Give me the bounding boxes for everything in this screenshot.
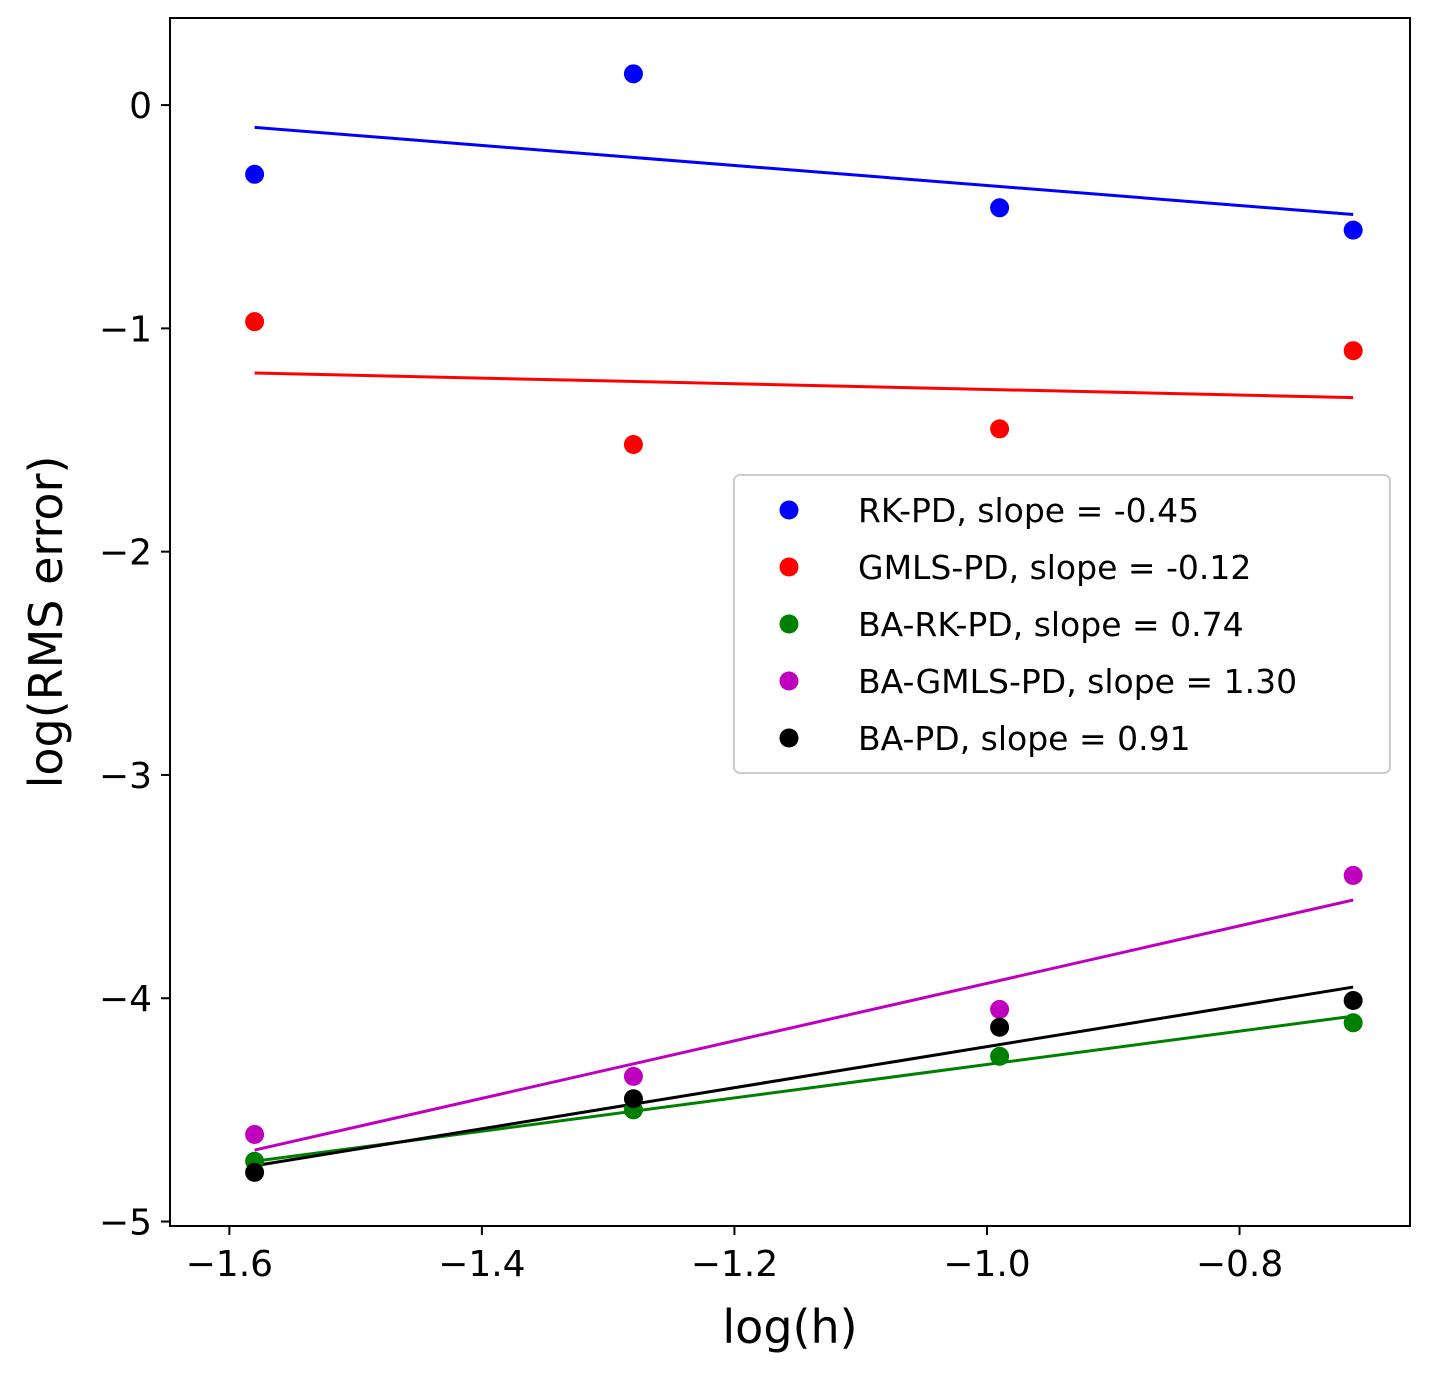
x-tick-label: −0.8 [1196,1244,1283,1285]
y-tick-label: −3 [99,756,152,797]
axes-frame [169,17,1411,1227]
legend-label-ba-rk-pd: BA-RK-PD, slope = 0.74 [858,605,1244,644]
legend-label-ba-pd: BA-PD, slope = 0.91 [858,719,1191,758]
point-gmls-pd [245,312,265,332]
point-rk-pd [245,164,265,184]
point-ba-pd [1343,990,1363,1010]
point-ba-pd [623,1089,643,1109]
legend-marker-ba-gmls-pd [779,671,799,691]
legend-label-ba-gmls-pd: BA-GMLS-PD, slope = 1.30 [858,662,1297,701]
point-gmls-pd [990,419,1010,439]
legend-marker-ba-rk-pd [779,614,799,634]
fit-line-rk-pd [254,125,1354,216]
point-rk-pd [1343,220,1363,240]
legend-box [733,474,1391,774]
point-gmls-pd [1343,341,1363,361]
y-axis-ticks: 0 −1 −2 −3 −4 −5 [99,86,170,1244]
x-axis-label: log(h) [722,1300,857,1354]
fit-line-ba-gmls-pd [254,898,1354,1152]
x-tick-label: −1.4 [438,1244,525,1285]
y-axis-label: log(RMS error) [19,456,73,789]
point-ba-gmls-pd [990,999,1010,1019]
y-tick-label: 0 [129,86,152,127]
y-tick-label: −2 [99,533,152,574]
point-rk-pd [623,64,643,84]
legend-label-rk-pd: RK-PD, slope = -0.45 [858,491,1199,530]
fit-line-ba-pd [254,985,1354,1168]
legend-marker-rk-pd [779,500,799,520]
y-tick-label: −5 [99,1203,152,1244]
x-tick-label: −1.0 [943,1244,1030,1285]
data-points [245,64,1363,1182]
point-ba-gmls-pd [1343,865,1363,885]
point-ba-rk-pd [990,1046,1010,1066]
y-tick-label: −4 [99,979,152,1020]
point-gmls-pd [623,434,643,454]
x-tick-label: −1.6 [186,1244,273,1285]
legend-marker-gmls-pd [779,557,799,577]
x-axis-ticks: −1.6 −1.4 −1.2 −1.0 −0.8 [186,1226,1283,1285]
point-ba-gmls-pd [245,1124,265,1144]
point-rk-pd [990,198,1010,218]
y-tick-label: −1 [99,309,152,350]
fit-line-gmls-pd [254,371,1354,400]
legend-marker-ba-pd [779,728,799,748]
legend: RK-PD, slope = -0.45 GMLS-PD, slope = -0.… [733,474,1391,774]
point-ba-rk-pd [1343,1013,1363,1033]
point-ba-pd [990,1017,1010,1037]
legend-label-gmls-pd: GMLS-PD, slope = -0.12 [858,548,1251,587]
point-ba-gmls-pd [623,1066,643,1086]
x-tick-label: −1.2 [691,1244,778,1285]
point-ba-pd [245,1162,265,1182]
fit-lines [254,125,1354,1168]
